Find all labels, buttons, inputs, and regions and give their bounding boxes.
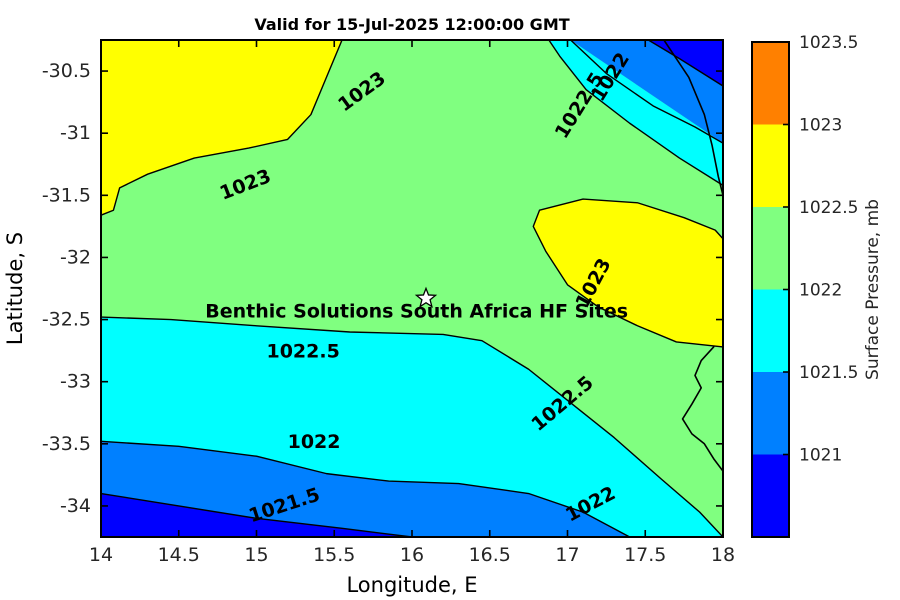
coastline (663, 40, 723, 472)
contour-fill-regions (101, 40, 723, 537)
contour-label: 1022 (288, 431, 341, 453)
x-tick-label: 17 (555, 544, 579, 566)
colorbar-tick-label: 1023 (799, 116, 842, 136)
contour-1023-northwest (101, 40, 343, 216)
coastline-east-cape (681, 346, 723, 472)
x-tick-label: 17.5 (624, 544, 666, 566)
y-tick-label: -34 (60, 495, 91, 517)
page-title: Valid for 15-Jul-2025 12:00:00 GMT (254, 15, 569, 34)
y-tick-label: -30.5 (42, 60, 91, 82)
contour-label: 1022.5 (266, 340, 339, 362)
colorbar-ticks: 1023.5 1023 1022.5 1022 1021.5 1021 (783, 33, 858, 466)
colorbar-tick-label: 1021 (799, 446, 842, 466)
y-axis-ticks: -30.5 -31 -31.5 -32 -32.5 -33 -33.5 -34 (42, 60, 723, 517)
colorbar-tick-label: 1023.5 (799, 33, 858, 53)
x-tick-label: 15 (244, 544, 268, 566)
colorbar-band (752, 42, 789, 126)
x-tick-label: 18 (711, 544, 735, 566)
contour-1022-northeast (569, 40, 723, 144)
contour-region-band-1021-1021.5-darkblue-southwest (101, 493, 412, 537)
colorbar-band (752, 372, 789, 456)
y-tick-label: -32 (60, 246, 91, 268)
colorbar-tick-label: 1022.5 (799, 198, 858, 218)
colorbar-band (752, 207, 789, 291)
y-tick-label: -31 (60, 122, 91, 144)
colorbar-band (752, 454, 789, 538)
x-axis-ticks: 14 14.5 15 15.5 16 16.5 17 17.5 18 (89, 40, 735, 566)
x-tick-label: 14.5 (158, 544, 200, 566)
x-tick-label: 15.5 (313, 544, 355, 566)
site-marker-star-icon[interactable] (414, 286, 438, 308)
y-tick-label: -33 (60, 371, 91, 393)
site-label: Benthic Solutions South Africa HF Sites (205, 301, 628, 323)
x-axis-title: Longitude, E (346, 573, 477, 597)
contour-1021.5-southwest (101, 492, 413, 537)
contour-label-text: 1022.5 (266, 340, 339, 362)
colorbar-tick-label: 1022 (799, 281, 842, 301)
y-tick-label: -31.5 (42, 184, 91, 206)
contour-region-band-1023-yellow-east (533, 199, 723, 347)
colorbar-title: Surface Pressure, mb (863, 199, 883, 380)
contour-label-text: 1022 (288, 431, 341, 453)
contour-region-band-1022-1022.5-cyan-northeast (548, 40, 723, 186)
contour-1023-east (532, 198, 723, 348)
contour-region-band-1021.5-1022-blue-northeast (570, 40, 723, 144)
contour-region-band-1023-yellow-northwest (101, 40, 343, 216)
coastline-northeast (663, 40, 723, 197)
y-tick-label: -32.5 (42, 309, 91, 331)
contour-1022.5-south (101, 316, 723, 537)
contour-region-band-1021.5-1022-blue-southwest (101, 441, 630, 537)
y-axis-title: Latitude, S (3, 232, 27, 345)
x-tick-label: 16 (400, 544, 424, 566)
colorbar-bands (752, 42, 789, 538)
site-markers-group: Benthic Solutions South Africa HF Sites (205, 286, 628, 323)
contour-lines (101, 40, 723, 537)
contour-1022.5-northeast (548, 40, 723, 187)
y-tick-label: -33.5 (42, 433, 91, 455)
colorbar-tick-label: 1021.5 (799, 363, 858, 383)
colorbar-band (752, 289, 789, 373)
x-tick-label: 16.5 (469, 544, 511, 566)
x-tick-label: 14 (89, 544, 113, 566)
contour-1021.5-northeast (647, 40, 723, 87)
contour-1022-south (101, 440, 631, 537)
colorbar-band (752, 124, 789, 208)
